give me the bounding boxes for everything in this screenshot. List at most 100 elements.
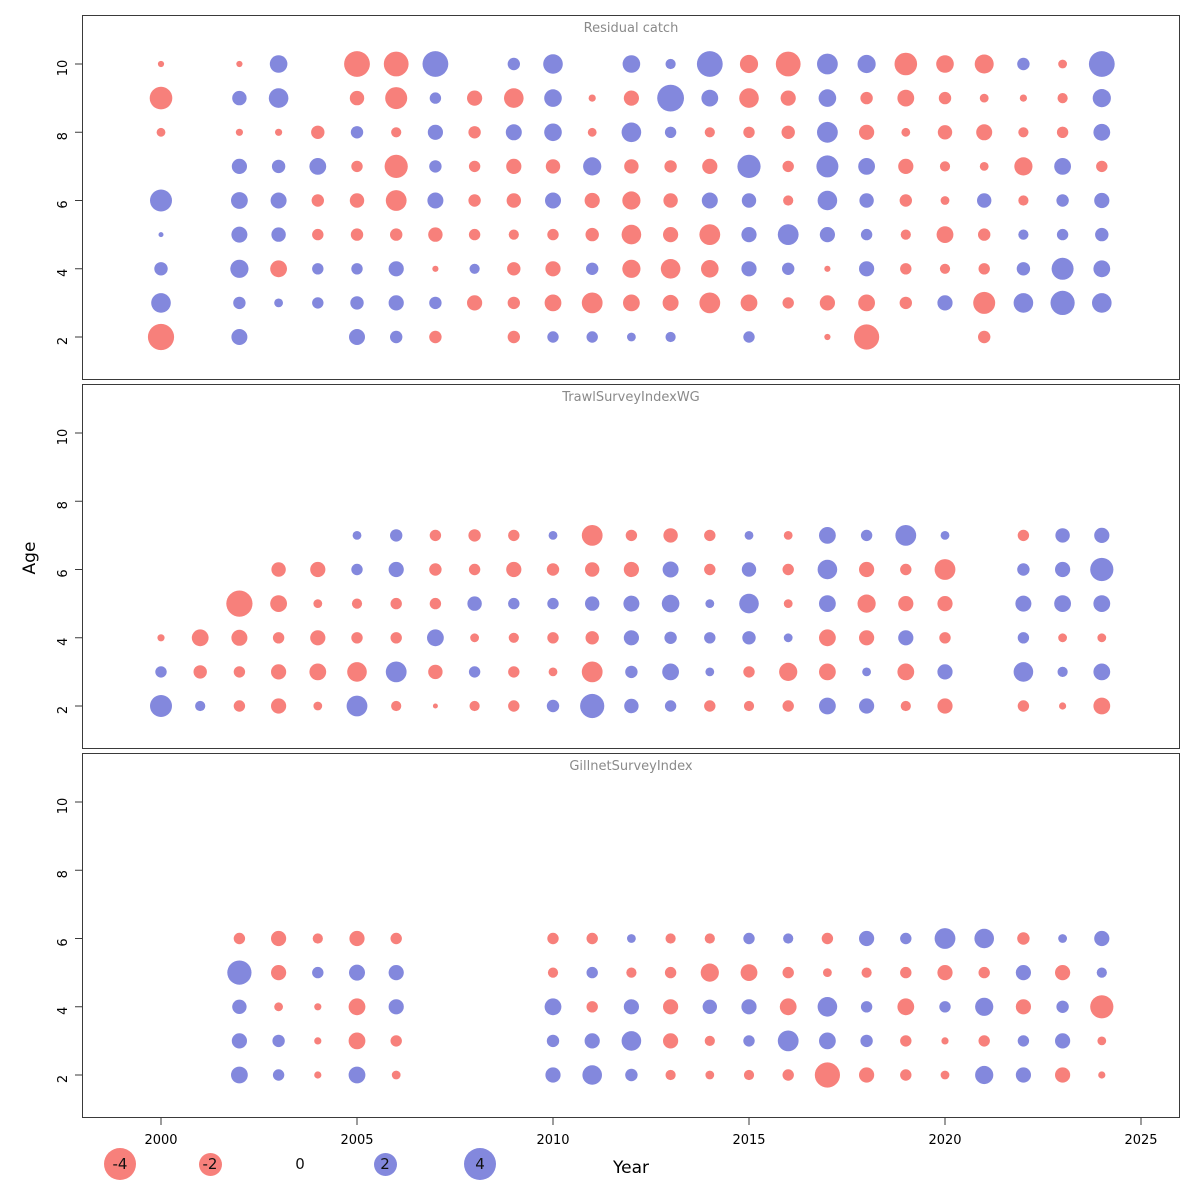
residual-bubble bbox=[781, 125, 795, 139]
residual-bubble bbox=[157, 60, 165, 68]
residual-bubble bbox=[1013, 662, 1034, 682]
residual-bubble bbox=[543, 54, 563, 74]
residual-bubble bbox=[816, 155, 839, 178]
residual-bubble bbox=[1055, 965, 1071, 981]
residual-bubble bbox=[665, 1069, 676, 1081]
residual-bubble bbox=[1014, 157, 1033, 176]
residual-bubble bbox=[1017, 700, 1030, 712]
residual-bubble bbox=[625, 529, 638, 542]
residual-bubble bbox=[1094, 527, 1110, 543]
residual-bubble bbox=[506, 193, 521, 208]
residual-bubble bbox=[274, 1002, 283, 1012]
residual-bubble bbox=[900, 263, 912, 275]
residual-bubble bbox=[663, 528, 678, 543]
residual-bubble bbox=[741, 261, 757, 277]
residual-bubble bbox=[1093, 260, 1111, 278]
x-tick-label: 2025 bbox=[1124, 1133, 1157, 1148]
residual-bubble bbox=[979, 93, 989, 103]
residual-bubble bbox=[1097, 633, 1107, 643]
residual-bubble bbox=[821, 932, 834, 945]
residual-bubble bbox=[699, 292, 721, 314]
residual-bubble bbox=[1017, 563, 1030, 576]
residual-bubble bbox=[859, 561, 875, 578]
residual-bubble bbox=[388, 561, 404, 578]
residual-bubble bbox=[270, 595, 287, 612]
residual-bubble bbox=[1057, 93, 1068, 104]
residual-bubble bbox=[895, 525, 917, 546]
residual-bubble bbox=[349, 964, 365, 981]
residual-bubble bbox=[270, 192, 287, 209]
residual-bubble bbox=[349, 193, 365, 208]
y-tick-label: 2 bbox=[56, 706, 71, 714]
residual-bubble bbox=[469, 263, 480, 274]
residual-bubble bbox=[622, 191, 641, 210]
residual-bubble bbox=[351, 160, 363, 173]
residual-bubble bbox=[900, 1069, 912, 1081]
residual-bubble bbox=[1098, 1071, 1106, 1079]
residual-bubble bbox=[348, 1032, 366, 1050]
residual-bubble bbox=[1057, 666, 1068, 677]
residual-bubble bbox=[346, 695, 368, 717]
legend-label: -2 bbox=[202, 1155, 218, 1173]
residual-bubble bbox=[662, 561, 679, 578]
residual-bubble bbox=[311, 125, 325, 139]
residual-bubble bbox=[744, 531, 754, 540]
residual-bubble bbox=[230, 259, 249, 278]
residual-bubble bbox=[547, 932, 559, 945]
residual-bubble bbox=[819, 595, 836, 612]
residual-bubble bbox=[507, 57, 520, 71]
residual-bubble bbox=[547, 967, 559, 978]
residual-bubble bbox=[860, 228, 873, 241]
residual-bubble bbox=[313, 599, 323, 608]
y-tick-label: 6 bbox=[56, 200, 71, 208]
residual-bubble bbox=[390, 932, 402, 945]
residual-bubble bbox=[231, 1033, 247, 1049]
residual-bubble bbox=[312, 966, 324, 979]
residual-bubble bbox=[859, 930, 875, 947]
x-tick-label: 2000 bbox=[144, 1133, 177, 1148]
residual-bubble bbox=[937, 596, 953, 612]
residual-bubble bbox=[1058, 934, 1067, 943]
residual-bubble bbox=[231, 158, 247, 174]
residual-bubble bbox=[314, 1037, 322, 1045]
residual-bubble bbox=[783, 599, 793, 608]
residual-bubble bbox=[934, 559, 956, 580]
residual-bubble bbox=[1019, 94, 1027, 102]
residual-bubble bbox=[1055, 528, 1070, 543]
residual-bubble bbox=[586, 331, 598, 343]
residual-bubble bbox=[545, 261, 561, 277]
residual-bubble bbox=[743, 1035, 755, 1047]
residual-bubble bbox=[271, 965, 287, 981]
residual-bubble bbox=[780, 90, 796, 106]
y-tick-label: 2 bbox=[56, 337, 71, 345]
residual-bubble bbox=[627, 934, 636, 943]
residual-bubble bbox=[344, 51, 370, 77]
residual-bubble bbox=[743, 331, 755, 343]
residual-bubble bbox=[350, 296, 364, 310]
residual-bubble bbox=[979, 162, 989, 171]
residual-bubble bbox=[272, 632, 285, 644]
residual-bubble bbox=[310, 561, 326, 578]
residual-bubble bbox=[741, 193, 757, 208]
residual-bubble bbox=[546, 699, 560, 713]
residual-bubble bbox=[860, 1034, 873, 1048]
residual-bubble bbox=[390, 529, 403, 542]
residual-bubble bbox=[351, 598, 363, 609]
residual-bubble bbox=[580, 693, 605, 719]
residual-bubble bbox=[782, 700, 794, 712]
residual-bubble bbox=[422, 51, 449, 77]
residual-bubble bbox=[468, 228, 481, 241]
residual-bubble bbox=[940, 196, 950, 205]
residual-bubble bbox=[1056, 194, 1069, 207]
residual-bubble bbox=[272, 1034, 285, 1048]
residual-bubble bbox=[235, 128, 243, 136]
residual-bubble bbox=[348, 1066, 366, 1084]
residual-bubble bbox=[508, 229, 519, 240]
residual-bubble bbox=[506, 158, 522, 174]
residual-bubble bbox=[819, 295, 836, 311]
residual-bubble bbox=[743, 126, 755, 138]
residual-bubble bbox=[625, 1068, 638, 1082]
residual-bubble bbox=[271, 698, 287, 714]
residual-bubble bbox=[269, 55, 288, 73]
residual-bubble bbox=[1058, 633, 1067, 643]
